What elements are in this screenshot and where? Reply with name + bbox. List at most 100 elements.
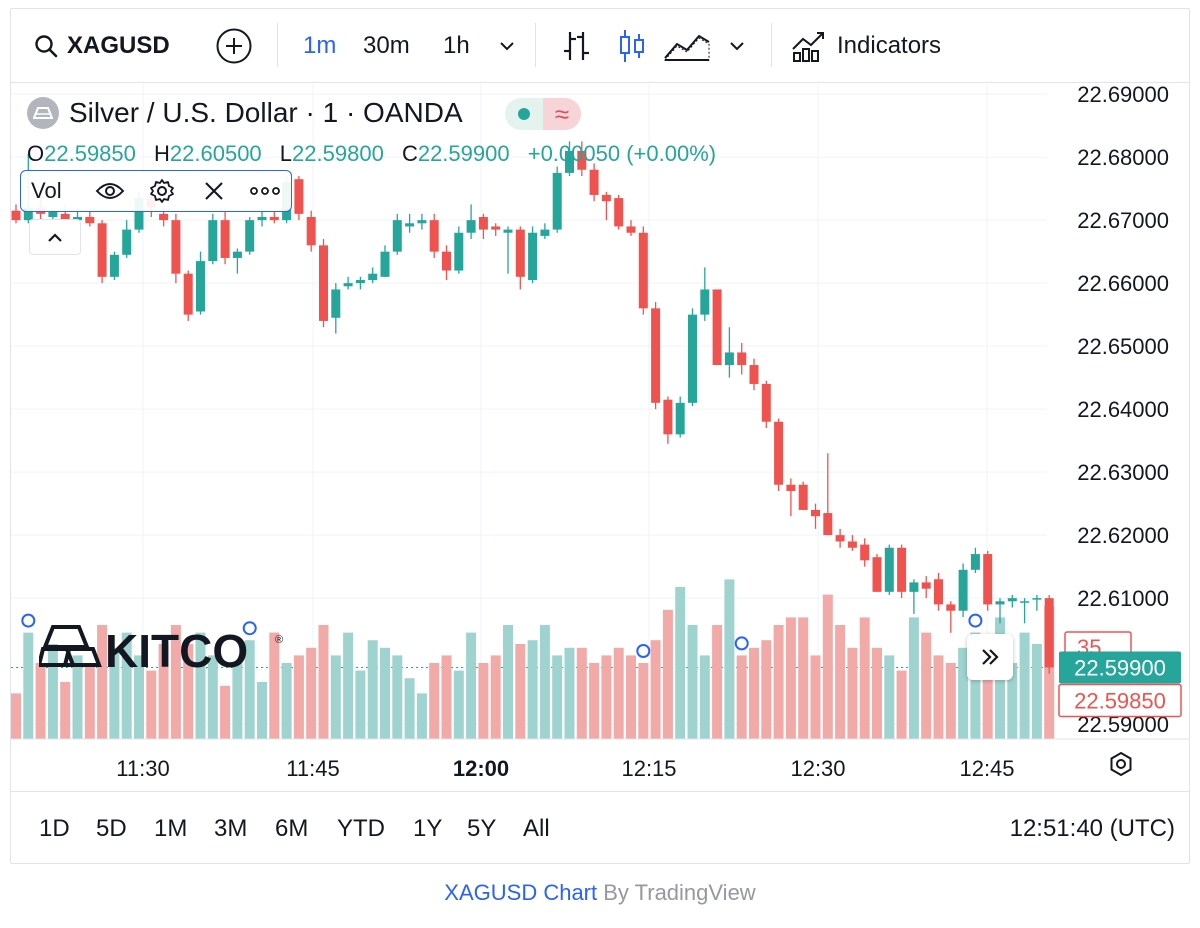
candle-body [946, 604, 956, 611]
candle-body [159, 213, 169, 221]
volume-markers [21, 613, 983, 658]
volume-bar [355, 670, 366, 739]
candle-body [528, 232, 538, 280]
utc-clock[interactable]: 12:51:40 (UTC) [1009, 815, 1175, 842]
range-5d-button[interactable]: 5D [96, 815, 127, 842]
candle-body [73, 216, 82, 221]
candle-body [565, 150, 574, 173]
last-price-badge: 22.59900 [1059, 651, 1181, 684]
delayed-data-icon: ≈ [543, 98, 581, 130]
candle-body [663, 399, 673, 435]
attribution-suffix: By TradingView [597, 880, 756, 905]
candle-body [651, 308, 661, 403]
open-value: 22.59850 [44, 141, 136, 166]
candle-body [737, 352, 747, 366]
collapse-legend-button[interactable] [29, 219, 81, 255]
volume-bar [539, 625, 550, 739]
interval-1m-button[interactable]: 1m [303, 32, 337, 59]
price-chart[interactable]: 22.69000 22.68000 22.67000 22.66000 22.65000… [11, 84, 1189, 791]
range-1d-button[interactable]: 1D [39, 815, 70, 842]
volume-bar [626, 655, 636, 739]
candle-body [380, 251, 390, 277]
study-settings-button[interactable] [136, 178, 188, 204]
range-all-button[interactable]: All [523, 815, 550, 842]
volume-bar [281, 663, 292, 739]
remove-study-button[interactable] [188, 180, 240, 202]
volume-bar [109, 647, 120, 739]
volume-bar [478, 663, 489, 739]
volume-bar [97, 625, 108, 739]
area-chart-style-button[interactable] [663, 9, 711, 83]
axis-settings-icon [1110, 751, 1132, 777]
chevron-down-icon [500, 42, 514, 51]
toolbar-divider [771, 23, 772, 67]
symbol-search-button[interactable]: XAGUSD [33, 9, 170, 83]
volume-bar [392, 655, 403, 739]
range-3m-button[interactable]: 3M [214, 815, 248, 842]
volume-bar [367, 640, 378, 739]
candle-body [1020, 601, 1030, 603]
volume-bar [72, 655, 83, 739]
interval-dropdown-button[interactable] [497, 9, 517, 83]
candle-chart-style-button[interactable] [617, 9, 647, 83]
interval-30m-button[interactable]: 30m [363, 32, 410, 59]
visibility-toggle-button[interactable] [85, 181, 137, 201]
close-value: 22.59900 [417, 141, 510, 166]
candle-body [134, 198, 144, 230]
candle-body [811, 509, 820, 517]
close-label: C [401, 141, 418, 166]
candle-body [847, 541, 857, 548]
volume-bar [170, 625, 181, 739]
range-1y-button[interactable]: 1Y [413, 815, 443, 842]
indicators-button[interactable]: Indicators [791, 9, 941, 83]
market-status-badge[interactable]: ≈ [505, 98, 581, 130]
range-ytd-button[interactable]: YTD [337, 815, 385, 842]
close-icon [204, 182, 223, 200]
volume-bar [35, 663, 46, 739]
eye-icon [96, 183, 125, 199]
price-axis: 22.69000 22.68000 22.67000 22.66000 22.65000… [1058, 84, 1182, 737]
prev-price-badge: 22.59850 [1058, 683, 1182, 718]
range-1m-button[interactable]: 1M [154, 815, 188, 842]
toolbar-divider [277, 23, 278, 67]
candle-body [921, 582, 931, 589]
candle-body [577, 150, 587, 170]
candle-body [392, 220, 402, 252]
svg-text:®: ® [275, 634, 283, 646]
event-marker [21, 613, 36, 628]
scroll-to-realtime-button[interactable] [967, 634, 1013, 680]
volume-bar [822, 594, 833, 739]
chevron-up-icon [48, 233, 62, 242]
volume-bar [330, 655, 341, 739]
chart-link[interactable]: XAGUSD Chart [444, 880, 598, 905]
volume-bar [306, 647, 317, 739]
candle-body [1032, 598, 1042, 600]
range-5y-button[interactable]: 5Y [467, 815, 497, 842]
candle-body [257, 216, 267, 221]
candle-body [688, 314, 697, 403]
candle-body [786, 484, 796, 492]
candle-body [478, 216, 488, 230]
range-6m-button[interactable]: 6M [275, 815, 309, 842]
volume-bar [896, 670, 907, 739]
volume-bar [429, 663, 440, 739]
compare-symbol-button[interactable] [215, 9, 253, 83]
symbol-description: Silver / U.S. Dollar · 1 · OANDA [69, 97, 463, 128]
candle-body [749, 365, 759, 384]
more-options-button[interactable] [239, 186, 291, 196]
volume-bar [1019, 632, 1030, 739]
search-icon [35, 35, 58, 58]
interval-1h-button[interactable]: 1h [443, 32, 470, 59]
candle-body [909, 582, 919, 592]
volume-bar [687, 625, 698, 739]
volume-bar [921, 632, 932, 739]
chart-style-dropdown-button[interactable] [727, 9, 747, 83]
plus-circle-icon [216, 28, 252, 64]
volume-bar [970, 632, 981, 739]
volume-bar [490, 655, 501, 739]
volume-study-legend[interactable]: Vol [20, 170, 292, 212]
candle-body [405, 223, 415, 227]
candle-body [208, 220, 218, 262]
kitco-bars-icon [36, 625, 102, 667]
bar-chart-style-button[interactable] [561, 9, 593, 83]
